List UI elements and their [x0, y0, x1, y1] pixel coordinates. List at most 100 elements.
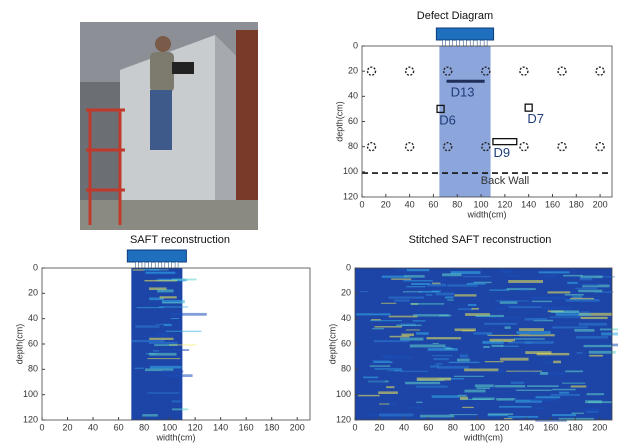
y-tick-label: 20	[348, 66, 358, 76]
x-tick-label: 40	[88, 422, 98, 432]
defect-label: D6	[439, 112, 456, 127]
heatmap-streak	[435, 292, 454, 296]
heatmap-streak	[510, 381, 525, 385]
heatmap-streak	[473, 281, 492, 284]
heatmap-streak	[516, 389, 552, 391]
heatmap-streak	[514, 338, 545, 340]
rebar-hole	[519, 66, 529, 76]
heatmap-streak	[136, 307, 164, 309]
x-tick-label: 100	[470, 422, 485, 432]
heatmap-streak	[531, 300, 553, 303]
x-tick-label: 120	[497, 199, 512, 209]
photo-wall-side	[215, 35, 240, 225]
y-tick-label: 100	[336, 389, 351, 399]
heatmap-streak	[506, 370, 543, 372]
heatmap-streak	[530, 398, 557, 402]
heatmap-streak	[142, 414, 158, 417]
heatmap-streak	[170, 312, 207, 316]
defect-mark	[524, 103, 533, 112]
heatmap-streak	[171, 400, 182, 403]
heatmap-streak	[367, 380, 385, 383]
heatmap-streak	[559, 391, 570, 394]
heatmap-streak	[432, 342, 439, 345]
heatmap-streak	[502, 304, 522, 307]
defect-mark	[436, 104, 445, 114]
heatmap-streak	[388, 296, 425, 299]
heatmap-streak	[465, 313, 491, 316]
heatmap-streak	[416, 332, 429, 335]
heatmap-streak	[161, 299, 185, 303]
y-tick-label: 0	[33, 262, 38, 272]
transducer-element	[141, 261, 146, 269]
heatmap-streak	[144, 279, 178, 282]
heatmap-streak	[153, 350, 160, 352]
heatmap-streak	[563, 274, 583, 277]
x-tick-label: 160	[239, 422, 254, 432]
y-tick-label: 120	[343, 191, 358, 201]
y-axis-label: depth(cm)	[327, 324, 337, 365]
transducer-element	[483, 39, 488, 47]
heatmap-streak	[369, 365, 391, 367]
heatmap-streak	[531, 296, 565, 300]
heatmap-streak	[162, 370, 184, 373]
heatmap-streak	[484, 322, 517, 325]
heatmap-streak	[461, 330, 475, 332]
y-tick-label: 0	[353, 40, 358, 50]
back-wall-label: Back Wall	[481, 175, 530, 187]
heatmap-streak	[595, 276, 615, 278]
heatmap-streak	[372, 328, 384, 330]
heatmap-streak	[586, 411, 599, 413]
heatmap-streak	[558, 417, 595, 421]
y-tick-label: 100	[23, 389, 38, 399]
rebar-hole	[404, 66, 415, 76]
heatmap-streak	[538, 271, 570, 274]
heatmap-streak	[401, 333, 414, 337]
heatmap-streak	[467, 304, 477, 306]
heatmap-streak	[385, 402, 396, 406]
rebar-hole	[557, 141, 567, 152]
photo-rack	[236, 30, 258, 210]
heatmap-streak	[575, 287, 598, 290]
heatmap-streak	[578, 289, 603, 293]
transducer-array	[435, 27, 495, 41]
heatmap-streak	[363, 376, 379, 379]
heatmap-streak	[575, 311, 599, 314]
heatmap-streak	[519, 328, 544, 332]
x-tick-label: 180	[264, 422, 279, 432]
heatmap-streak	[134, 367, 144, 369]
heatmap-streak	[145, 271, 176, 274]
heatmap-streak	[143, 268, 160, 271]
heatmap-streak	[550, 393, 581, 396]
photo-device	[172, 62, 194, 74]
heatmap-streak	[564, 293, 584, 296]
heatmap-streak	[388, 315, 418, 318]
heatmap-streak	[565, 370, 584, 373]
transducer-element	[462, 39, 467, 47]
heatmap-streak	[487, 334, 521, 336]
defect-mark	[492, 137, 518, 146]
heatmap-streak	[405, 381, 441, 385]
transducer-element	[135, 261, 139, 269]
heatmap-streak	[506, 275, 524, 277]
heatmap-streak	[430, 365, 440, 368]
transducer-element	[168, 261, 172, 269]
heatmap-streak	[497, 369, 505, 373]
heatmap-streak	[466, 282, 486, 285]
heatmap-streak	[356, 313, 391, 316]
x-tick-label: 0	[352, 422, 357, 432]
heatmap-streak	[435, 363, 443, 365]
heatmap-streak	[409, 292, 418, 294]
defect-label: D9	[494, 145, 511, 160]
heatmap-streak	[550, 310, 579, 314]
heatmap-streak	[500, 357, 529, 361]
heatmap-streak	[495, 307, 505, 310]
chart-title: SAFT reconstruction	[130, 234, 230, 246]
heatmap-streak	[529, 333, 546, 335]
heatmap-streak	[431, 282, 441, 285]
y-tick-label: 0	[346, 262, 351, 272]
heatmap-streak	[155, 323, 171, 325]
heatmap-streak	[427, 283, 447, 287]
heatmap-streak	[448, 361, 480, 363]
heatmap-streak	[374, 326, 402, 328]
